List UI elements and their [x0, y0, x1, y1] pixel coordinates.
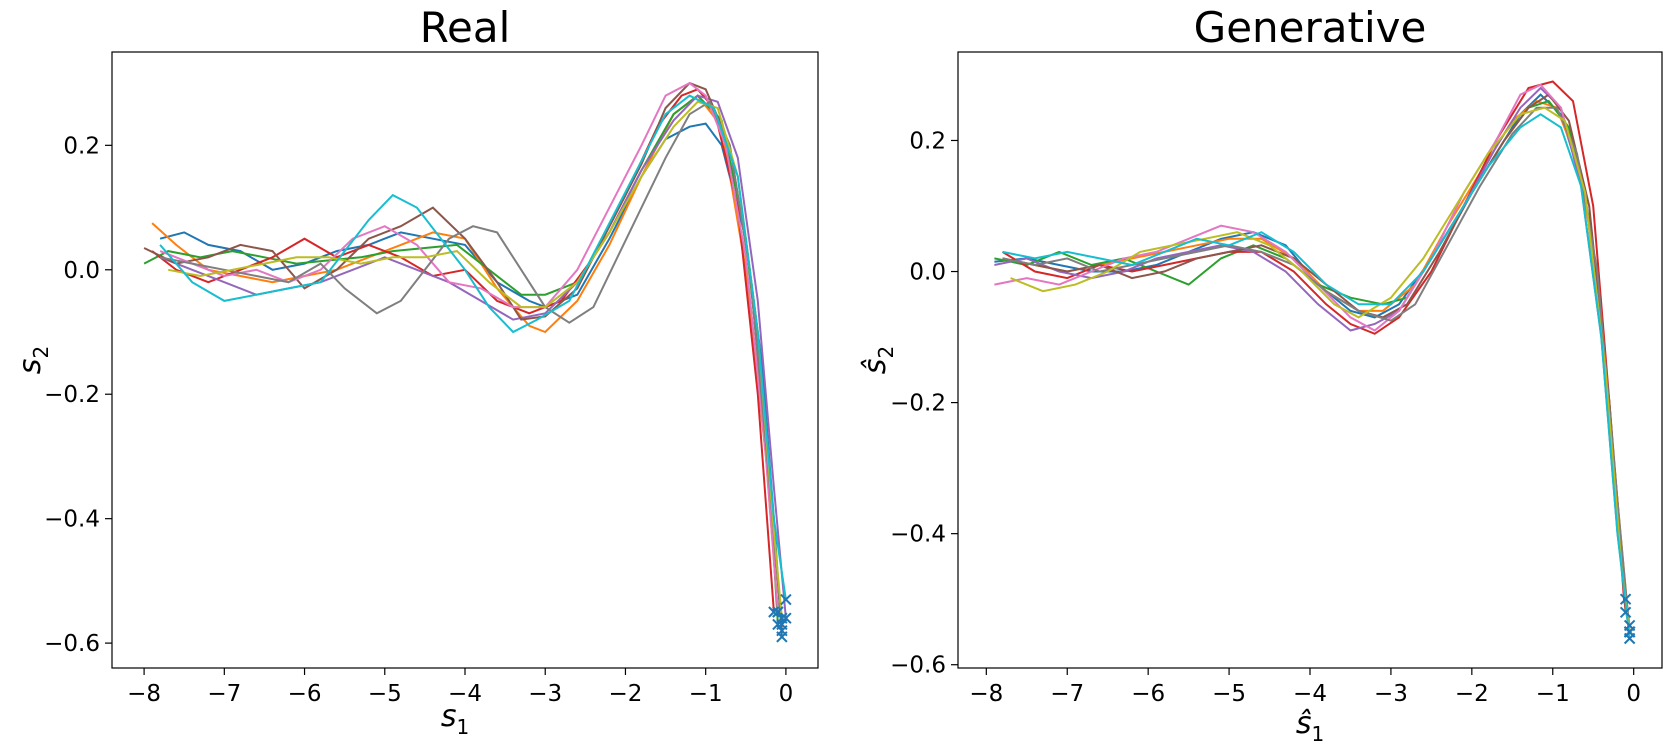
series-line — [168, 100, 783, 619]
series-line — [1010, 106, 1631, 633]
x-tick-label: −6 — [288, 681, 322, 707]
series-line — [159, 94, 787, 619]
series-line — [1002, 99, 1631, 633]
y-tick-label: −0.6 — [890, 653, 946, 679]
x-tick-label: −3 — [1374, 681, 1408, 707]
x-tick-label: −8 — [969, 681, 1003, 707]
end-marker — [1619, 593, 1632, 605]
x-tick-label: −6 — [1131, 681, 1165, 707]
x-tick-label: −4 — [1293, 681, 1327, 707]
series-line — [143, 81, 783, 631]
x-tick-label: −7 — [1050, 681, 1084, 707]
chart-generative: Generative −8 −7 −6 −5 −4 −3 −2 −1 0 −0.6 −0.4 −0.2… — [858, 3, 1663, 746]
y-tick-label: −0.4 — [890, 522, 946, 548]
chart-title: Generative — [1194, 3, 1427, 52]
x-tick-label: −5 — [368, 681, 402, 707]
y-tick-label: 0.0 — [909, 260, 946, 286]
x-tick-label: −1 — [689, 681, 723, 707]
series-line — [1001, 80, 1631, 633]
y-tick-label: −0.2 — [890, 391, 946, 417]
x-tick-label: −8 — [127, 681, 161, 707]
y-tick-label: 0.0 — [63, 258, 100, 284]
axes-frame — [111, 51, 819, 669]
axes-frame — [957, 51, 1663, 669]
end-marker — [768, 606, 780, 618]
end-marker — [1619, 606, 1632, 619]
chart-real: Real −8 −7 −6 −5 −4 −3 −2 −1 0 −0.6 −0.4 −0.2 0.0 0.2… — [13, 3, 819, 739]
x-axis-label: s1 — [441, 699, 469, 739]
end-marker — [1623, 632, 1636, 645]
series-line — [994, 93, 1631, 633]
x-axis-label: ŝ1 — [1296, 706, 1324, 746]
x-tick-label: −2 — [1455, 681, 1489, 707]
y-tick-label: −0.2 — [44, 382, 100, 408]
plot-area: −8 −7 −6 −5 −4 −3 −2 −1 0 −0.6 −0.4 −0.2 0.0 0.2 — [890, 51, 1663, 707]
series-line — [1002, 93, 1627, 600]
x-tick-label: −2 — [609, 681, 643, 707]
plot-area: −8 −7 −6 −5 −4 −3 −2 −1 0 −0.6 −0.4 −0.2 0.0 0.2 — [44, 51, 819, 707]
series-line — [151, 94, 779, 613]
end-marker — [780, 612, 792, 624]
y-tick-label: 0.2 — [63, 133, 100, 159]
x-tick-label: 0 — [779, 681, 794, 707]
series-line — [994, 83, 1631, 626]
series-line — [159, 81, 779, 613]
end-marker — [772, 606, 784, 618]
chart-title: Real — [420, 3, 511, 52]
y-tick-label: 0.2 — [909, 128, 946, 154]
x-tick-label: −3 — [528, 681, 562, 707]
end-marker — [776, 612, 788, 624]
series-line — [159, 94, 787, 600]
y-axis-label: ŝ2 — [858, 346, 898, 374]
y-axis-label: s2 — [13, 346, 53, 374]
x-tick-label: −5 — [1212, 681, 1246, 707]
x-tick-label: −4 — [448, 681, 482, 707]
series-line — [143, 94, 779, 625]
series-line — [994, 99, 1627, 613]
x-tick-label: −1 — [1536, 681, 1570, 707]
y-tick-label: −0.6 — [44, 631, 100, 657]
series-line — [159, 100, 783, 625]
end-marker — [780, 593, 792, 606]
series-line — [994, 86, 1631, 633]
series-line — [1002, 113, 1631, 639]
end-marker — [772, 618, 784, 631]
y-tick-label: −0.4 — [44, 507, 100, 533]
x-tick-label: −7 — [207, 681, 241, 707]
x-tick-label: 0 — [1626, 681, 1641, 707]
series-line — [1002, 106, 1631, 633]
series-line — [159, 122, 783, 637]
series-line — [151, 88, 775, 613]
